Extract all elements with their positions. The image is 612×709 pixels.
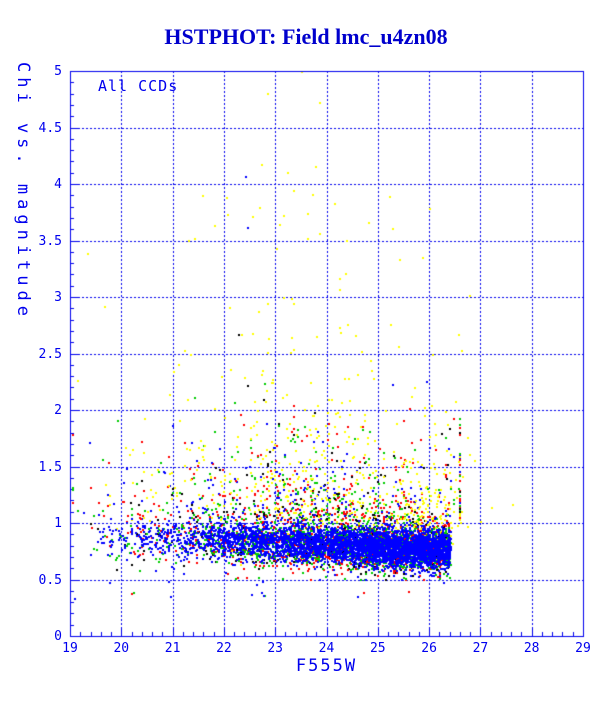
y-tick-label: 2.5 [38, 346, 62, 362]
y-tick-label: 5 [54, 64, 62, 79]
y-tick-label: 0 [54, 629, 62, 644]
y-tick-label: 3.5 [38, 233, 62, 249]
x-tick-label: 27 [472, 641, 489, 656]
y-tick-label: 0.5 [38, 572, 62, 588]
x-tick-label: 24 [318, 641, 335, 656]
x-tick-label: 22 [216, 641, 232, 656]
y-tick-label: 4 [54, 177, 62, 192]
y-tick-label: 1.5 [38, 459, 62, 475]
y-tick-label: 3 [54, 290, 62, 305]
x-tick-label: 21 [164, 641, 181, 656]
x-tick-label: 26 [421, 641, 437, 656]
x-axis-label: F555W [295, 656, 358, 676]
x-tick-label: 23 [267, 641, 284, 656]
y-tick-label: 1 [54, 516, 62, 531]
page-title: HSTPHOT: Field lmc_u4zn08 [164, 24, 448, 49]
legend-all-ccds: All CCDs [98, 77, 179, 95]
x-tick-label: 19 [62, 641, 78, 656]
y-tick-label: 4.5 [38, 120, 62, 136]
x-tick-label: 29 [575, 641, 591, 656]
x-tick-label: 20 [113, 641, 130, 656]
y-tick-label: 2 [54, 403, 62, 418]
x-tick-label: 28 [523, 641, 540, 656]
x-tick-label: 25 [369, 641, 386, 656]
